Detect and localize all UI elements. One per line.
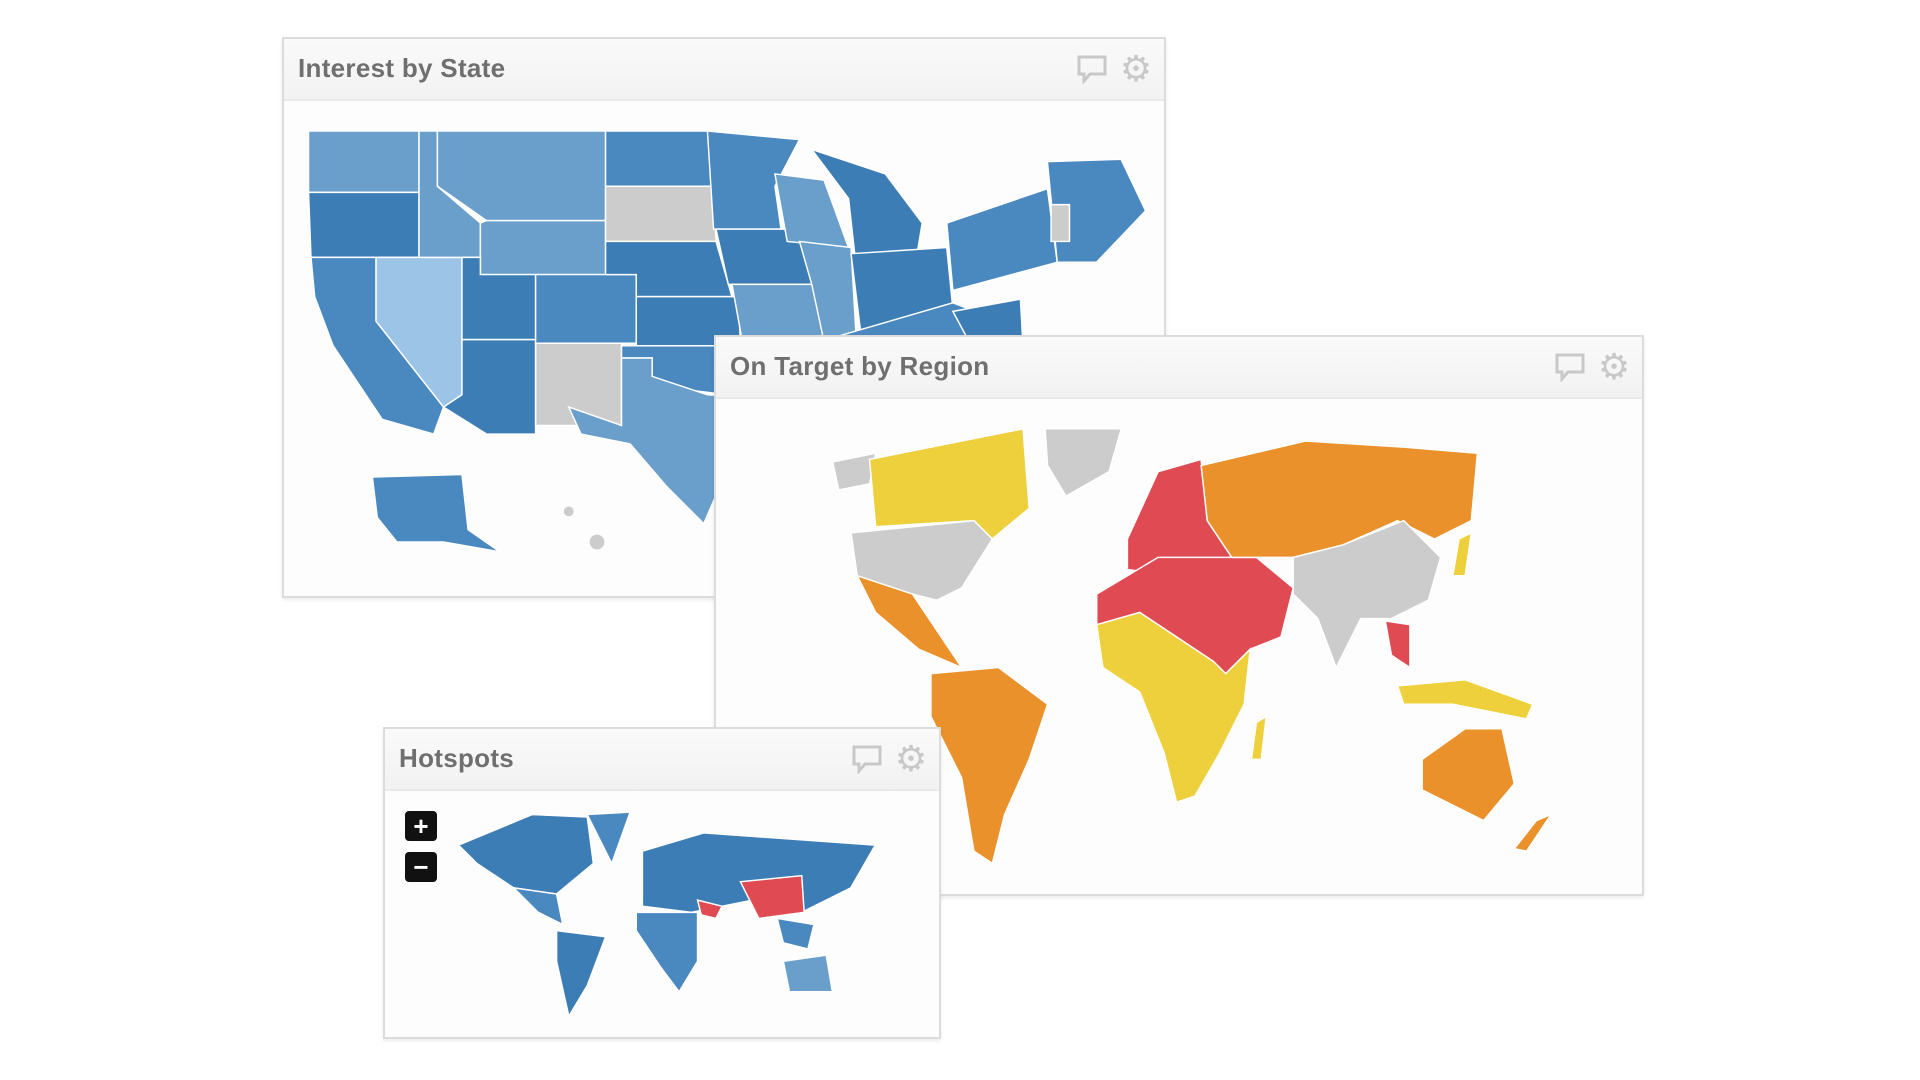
gear-icon[interactable]: ⚙	[1119, 48, 1153, 89]
state-new-england[interactable]	[1046, 158, 1147, 264]
state-wa[interactable]	[307, 130, 420, 194]
region-asia[interactable]	[1292, 519, 1442, 670]
comment-icon[interactable]	[849, 741, 885, 777]
us-state-map	[307, 130, 1147, 553]
state-hi[interactable]	[563, 506, 574, 517]
comment-icon[interactable]	[1074, 51, 1110, 87]
region-alaska[interactable]	[831, 452, 877, 491]
hotspot-africa[interactable]	[635, 911, 699, 994]
hotspot-southeast-asia[interactable]	[776, 917, 815, 950]
region-japan[interactable]	[1452, 531, 1473, 577]
state-hi-2[interactable]	[589, 534, 605, 550]
zoom-out-button[interactable]: −	[405, 852, 437, 882]
region-africa[interactable]	[1095, 611, 1252, 804]
panel-title: Hotspots	[399, 743, 515, 773]
panel-title: On Target by Region	[730, 351, 990, 381]
on-target-by-region-panel: On Target by Region ⚙	[714, 335, 1644, 896]
state-wy[interactable]	[479, 219, 607, 276]
hotspot-middle-east[interactable]	[696, 899, 724, 920]
region-new-zealand[interactable]	[1512, 812, 1554, 852]
panel-header: Hotspots ⚙	[385, 729, 939, 791]
state-nd[interactable]	[604, 130, 715, 187]
region-madagascar[interactable]	[1250, 715, 1268, 761]
hotspot-australia[interactable]	[782, 954, 834, 993]
hotspot-south-america[interactable]	[555, 929, 607, 1019]
panel-header: On Target by Region ⚙	[716, 337, 1642, 399]
state-vt[interactable]	[1050, 203, 1071, 243]
region-indonesia[interactable]	[1396, 679, 1534, 720]
panel-header: Interest by State ⚙	[284, 39, 1164, 101]
interest-by-state-panel: Interest by State ⚙	[282, 37, 1166, 598]
hotspots-panel: Hotspots ⚙ + −	[383, 727, 941, 1039]
comment-icon[interactable]	[1552, 349, 1588, 385]
world-region-map	[831, 427, 1554, 865]
hotspot-central-america[interactable]	[511, 886, 564, 926]
region-south-america[interactable]	[930, 666, 1049, 865]
zoom-in-button[interactable]: +	[405, 811, 437, 841]
gear-icon[interactable]: ⚙	[1597, 346, 1631, 387]
region-southeast-asia[interactable]	[1384, 620, 1411, 669]
hotspots-world-map	[457, 811, 877, 1019]
hotspot-greenland[interactable]	[586, 811, 632, 866]
region-greenland[interactable]	[1044, 428, 1123, 498]
state-ny-pa[interactable]	[945, 187, 1059, 292]
state-sd[interactable]	[604, 185, 717, 243]
state-ak[interactable]	[371, 473, 501, 553]
state-mn[interactable]	[706, 130, 801, 230]
hotspot-north-america[interactable]	[457, 813, 595, 895]
panel-title: Interest by State	[298, 53, 506, 83]
state-co[interactable]	[534, 273, 637, 345]
region-russia[interactable]	[1200, 440, 1479, 559]
state-or[interactable]	[307, 191, 420, 259]
gear-icon[interactable]: ⚙	[894, 738, 928, 779]
hotspot-china[interactable]	[739, 874, 805, 920]
region-central-america[interactable]	[855, 574, 964, 670]
region-australia[interactable]	[1421, 728, 1516, 822]
